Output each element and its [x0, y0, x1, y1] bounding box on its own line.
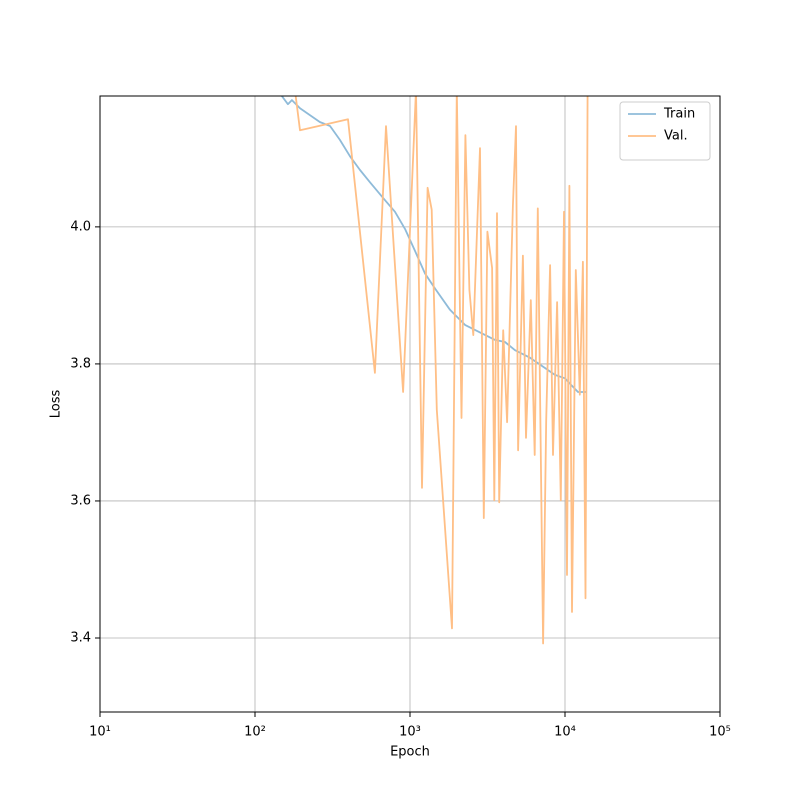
legend-label: Train: [663, 107, 695, 122]
y-axis-label: Loss: [49, 390, 64, 419]
legend-label: Val.: [664, 129, 688, 144]
y-tick-label: 4.0: [70, 219, 91, 234]
plot-area: [281, 96, 589, 645]
y-tick-label: 3.6: [70, 493, 91, 508]
x-tick-label: 10³: [399, 725, 421, 740]
legend: Train Val.: [619, 101, 711, 161]
x-tick-label: 10⁵: [709, 725, 731, 740]
x-tick-label: 10¹: [89, 725, 111, 740]
x-axis-label: Epoch: [390, 745, 430, 760]
legend-box: [619, 101, 711, 161]
y-tick-label: 3.4: [70, 630, 91, 645]
line-series: [294, 96, 589, 645]
x-tick-label: 10⁴: [554, 725, 576, 740]
y-tick-label: 3.8: [70, 356, 91, 371]
x-tick-label: 10²: [244, 725, 266, 740]
